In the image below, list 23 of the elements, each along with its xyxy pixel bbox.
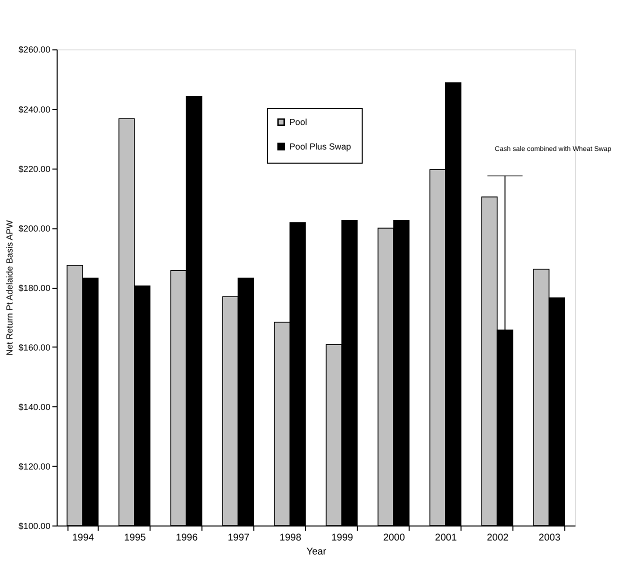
x-tick-label: 1995 [124, 532, 146, 544]
x-tick-label: 1997 [228, 532, 250, 544]
x-tick-label: 1994 [72, 532, 95, 544]
y-tick-label: $160.00 [18, 342, 50, 352]
y-tick-label: $240.00 [18, 104, 50, 114]
y-tick-label: $180.00 [18, 282, 50, 293]
x-tick-label: 2002 [486, 532, 509, 544]
y-tick-label: $200.00 [18, 223, 50, 234]
x-axis-title: Year [306, 546, 327, 558]
x-tick-label: 2001 [435, 532, 457, 544]
x-tick-label: 2003 [538, 532, 560, 544]
y-tick-label: $220.00 [18, 164, 50, 174]
y-tick-label: $260.00 [18, 44, 50, 55]
x-tick-label: 2000 [383, 532, 406, 544]
legend-label: Pool Plus Swap [289, 142, 352, 152]
y-tick-label: $120.00 [18, 461, 50, 472]
x-tick-label: 1999 [331, 532, 354, 544]
x-tick-label: 1998 [280, 532, 302, 544]
x-tick-label: 1996 [176, 532, 198, 544]
y-tick-label: $140.00 [18, 402, 50, 412]
y-tick-label: $100.00 [18, 520, 50, 531]
legend-label: Pool [289, 117, 308, 128]
y-axis-title: Net Return Pt Adelaide Basis APW [4, 219, 15, 356]
